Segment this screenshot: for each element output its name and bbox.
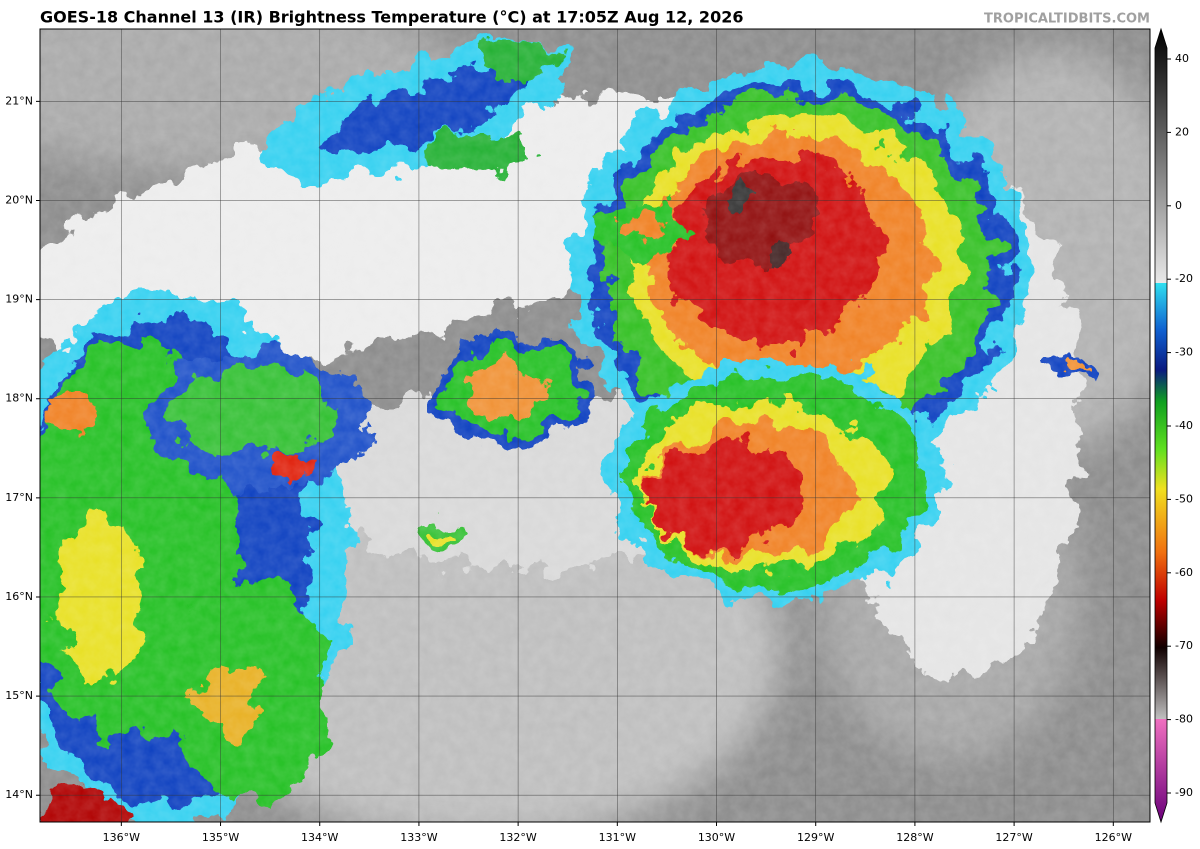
- lat-label: 18°N: [5, 392, 33, 405]
- lon-label: 136°W: [103, 831, 140, 844]
- colorbar-label: 40: [1175, 52, 1189, 65]
- lat-label: 21°N: [5, 94, 33, 107]
- colorbar-ticks: 40 20 0 -20 -30 -40 -50 -60 -70 -80 -90: [1167, 52, 1193, 799]
- colorbar-label: -40: [1175, 419, 1193, 432]
- lon-label: 130°W: [698, 831, 735, 844]
- graticule: [36, 29, 1150, 826]
- map-frame: [39, 28, 1151, 823]
- lat-label: 15°N: [5, 689, 33, 702]
- colorbar-label: -50: [1175, 492, 1193, 505]
- colorbar-label: -20: [1175, 272, 1193, 285]
- lat-label: 20°N: [5, 193, 33, 206]
- watermark: TROPICALTIDBITS.COM: [984, 12, 1150, 27]
- lon-label: 132°W: [499, 831, 536, 844]
- lon-label: 134°W: [301, 831, 338, 844]
- colorbar-label: -80: [1175, 713, 1193, 726]
- colorbar-label: 0: [1175, 199, 1182, 212]
- lat-label: 14°N: [5, 788, 33, 801]
- lon-label: 131°W: [599, 831, 636, 844]
- lon-label: 129°W: [797, 831, 834, 844]
- colorbar-label: 20: [1175, 125, 1189, 138]
- colorbar: [1154, 27, 1168, 824]
- colorbar-label: -90: [1175, 786, 1193, 799]
- lat-label: 19°N: [5, 293, 33, 306]
- lat-label: 16°N: [5, 590, 33, 603]
- lon-label: 126°W: [1095, 831, 1132, 844]
- colorbar-label: -60: [1175, 566, 1193, 579]
- lon-label: 135°W: [202, 831, 239, 844]
- lat-label: 17°N: [5, 491, 33, 504]
- lon-label: 133°W: [400, 831, 437, 844]
- lon-label: 127°W: [995, 831, 1032, 844]
- colorbar-label: -30: [1175, 346, 1193, 359]
- title: GOES-18 Channel 13 (IR) Brightness Tempe…: [40, 8, 743, 27]
- colorbar-label: -70: [1175, 639, 1193, 652]
- lon-label: 128°W: [896, 831, 933, 844]
